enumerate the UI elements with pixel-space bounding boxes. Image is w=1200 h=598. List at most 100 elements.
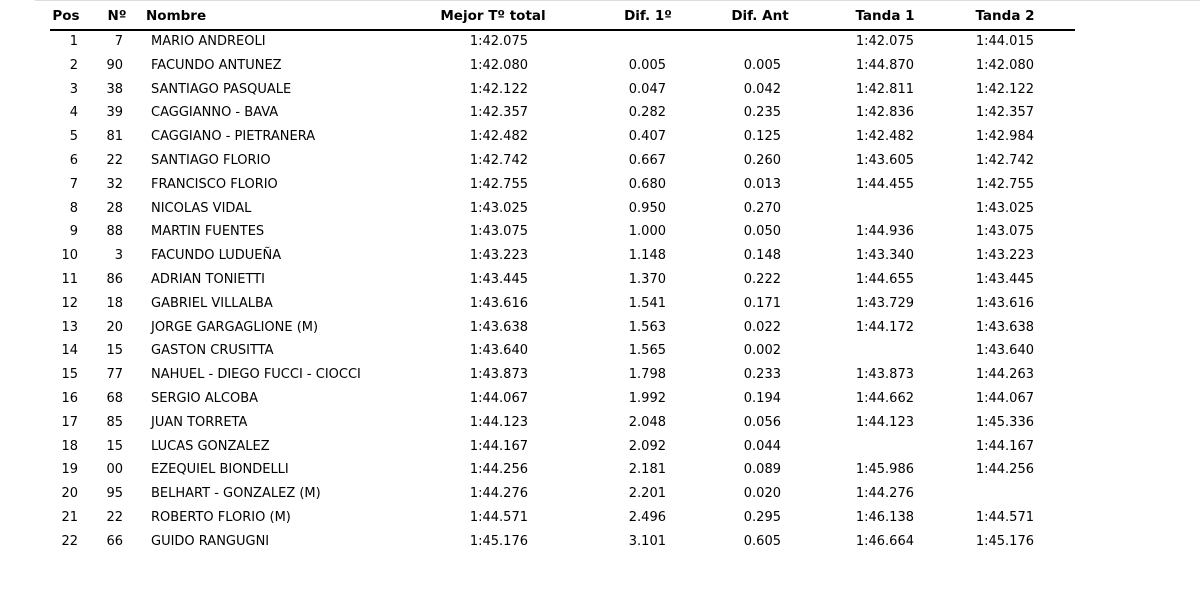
heat-2-cell: 1:44.015 bbox=[975, 34, 1034, 49]
heat-1-cell: 1:44.936 bbox=[855, 224, 914, 240]
pos-cell: 21 bbox=[61, 510, 78, 525]
number-cell: 81 bbox=[106, 129, 123, 145]
pos-cell: 10 bbox=[61, 248, 78, 264]
diff-previous-cell: 0.194 bbox=[743, 391, 781, 406]
diff-first-cell: 0.950 bbox=[628, 200, 666, 216]
heat-1-cell: 1:44.870 bbox=[855, 57, 914, 73]
name-cell: GABRIEL VILLALBA bbox=[151, 295, 273, 311]
diff-first-cell: 0.282 bbox=[628, 105, 666, 121]
diff-previous-cell: 0.042 bbox=[743, 81, 781, 97]
column-header: Nº bbox=[107, 8, 127, 24]
diff-first-cell: 2.181 bbox=[628, 462, 666, 478]
pos-cell: 6 bbox=[69, 153, 78, 168]
number-cell: 28 bbox=[106, 200, 123, 216]
diff-previous-cell: 0.235 bbox=[743, 105, 781, 121]
heat-1-cell: 1:44.655 bbox=[855, 272, 914, 287]
name-cell: LUCAS GONZALEZ bbox=[151, 438, 270, 454]
diff-previous-cell: 0.605 bbox=[743, 533, 781, 549]
diff-previous-cell: 0.125 bbox=[743, 129, 781, 145]
heat-2-cell: 1:43.616 bbox=[975, 295, 1034, 311]
number-cell: 86 bbox=[106, 272, 123, 287]
name-cell: JORGE GARGAGLIONE (M) bbox=[151, 319, 319, 335]
diff-first-cell: 0.047 bbox=[628, 81, 666, 97]
diff-first-cell: 1.541 bbox=[628, 295, 666, 311]
pos-cell: 4 bbox=[69, 105, 78, 121]
diff-first-cell: 0.680 bbox=[628, 176, 666, 192]
diff-first-cell: 1.992 bbox=[628, 391, 666, 406]
heat-1-cell: 1:44.276 bbox=[855, 486, 914, 502]
best-time-cell: 1:42.482 bbox=[469, 129, 528, 145]
diff-first-cell: 1.798 bbox=[628, 367, 666, 383]
best-time-cell: 1:42.357 bbox=[469, 105, 528, 121]
name-cell: FRANCISCO FLORIO bbox=[151, 176, 278, 192]
number-cell: 15 bbox=[106, 438, 123, 454]
name-cell: NICOLAS VIDAL bbox=[151, 200, 252, 216]
diff-previous-cell: 0.233 bbox=[743, 367, 781, 383]
column-header: Pos bbox=[52, 8, 80, 24]
heat-1-cell: 1:46.138 bbox=[855, 510, 914, 525]
diff-previous-cell: 0.044 bbox=[743, 438, 781, 454]
name-cell: MARTIN FUENTES bbox=[151, 224, 265, 240]
diff-first-cell: 1.370 bbox=[628, 272, 666, 287]
diff-previous-cell: 0.171 bbox=[743, 295, 781, 311]
name-cell: SANTIAGO PASQUALE bbox=[151, 81, 292, 97]
column-header: Nombre bbox=[146, 8, 207, 24]
number-cell: 85 bbox=[106, 414, 123, 430]
heat-2-cell: 1:44.167 bbox=[975, 438, 1034, 454]
pos-cell: 16 bbox=[61, 391, 78, 406]
heat-2-cell: 1:43.025 bbox=[975, 200, 1034, 216]
number-cell: 00 bbox=[106, 462, 123, 478]
heat-2-cell: 1:43.223 bbox=[975, 248, 1034, 264]
best-time-cell: 1:42.122 bbox=[469, 81, 528, 97]
name-cell: ADRIAN TONIETTI bbox=[151, 272, 265, 287]
diff-previous-cell: 0.013 bbox=[743, 176, 781, 192]
best-time-cell: 1:44.256 bbox=[469, 462, 528, 478]
number-cell: 95 bbox=[106, 486, 123, 502]
column-header: Tanda 1 bbox=[855, 8, 915, 24]
heat-1-cell: 1:45.986 bbox=[855, 462, 914, 478]
heat-1-cell: 1:44.662 bbox=[855, 391, 914, 406]
best-time-cell: 1:43.640 bbox=[469, 343, 528, 359]
best-time-cell: 1:43.638 bbox=[469, 319, 528, 335]
name-cell: FACUNDO ANTUNEZ bbox=[151, 57, 282, 73]
heat-1-cell: 1:42.836 bbox=[855, 105, 914, 121]
name-cell: GASTON CRUSITTA bbox=[151, 343, 274, 359]
diff-first-cell: 2.048 bbox=[628, 414, 666, 430]
best-time-cell: 1:43.075 bbox=[469, 224, 528, 240]
heat-2-cell: 1:45.336 bbox=[975, 414, 1034, 430]
pos-cell: 18 bbox=[61, 438, 78, 454]
diff-previous-cell: 0.056 bbox=[743, 414, 781, 430]
heat-2-cell: 1:44.571 bbox=[975, 510, 1034, 525]
number-cell: 90 bbox=[106, 57, 123, 73]
heat-2-cell: 1:43.638 bbox=[975, 319, 1034, 335]
best-time-cell: 1:43.873 bbox=[469, 367, 528, 383]
name-cell: SERGIO ALCOBA bbox=[151, 391, 259, 406]
number-cell: 20 bbox=[106, 319, 123, 335]
header-rule bbox=[50, 29, 1075, 31]
name-cell: CAGGIANNO - BAVA bbox=[151, 105, 279, 121]
diff-previous-cell: 0.002 bbox=[743, 343, 781, 359]
pos-cell: 7 bbox=[69, 176, 78, 192]
diff-previous-cell: 0.260 bbox=[743, 153, 781, 168]
pos-cell: 19 bbox=[61, 462, 78, 478]
diff-previous-cell: 0.050 bbox=[743, 224, 781, 240]
best-time-cell: 1:44.571 bbox=[469, 510, 528, 525]
diff-previous-cell: 0.022 bbox=[743, 319, 781, 335]
diff-first-cell: 0.005 bbox=[628, 57, 666, 73]
best-time-cell: 1:45.176 bbox=[469, 533, 528, 549]
diff-previous-cell: 0.148 bbox=[743, 248, 781, 264]
pos-cell: 12 bbox=[61, 295, 78, 311]
pos-cell: 13 bbox=[61, 319, 78, 335]
number-cell: 7 bbox=[114, 34, 123, 49]
diff-first-cell: 2.092 bbox=[628, 438, 666, 454]
heat-1-cell: 1:42.811 bbox=[855, 81, 914, 97]
heat-1-cell: 1:42.075 bbox=[855, 34, 914, 49]
diff-first-cell: 0.407 bbox=[628, 129, 666, 145]
best-time-cell: 1:42.075 bbox=[469, 34, 528, 49]
best-time-cell: 1:42.080 bbox=[469, 57, 528, 73]
diff-first-cell: 1.563 bbox=[628, 319, 666, 335]
number-cell: 66 bbox=[106, 533, 123, 549]
heat-2-cell: 1:42.122 bbox=[975, 81, 1034, 97]
diff-previous-cell: 0.295 bbox=[743, 510, 781, 525]
